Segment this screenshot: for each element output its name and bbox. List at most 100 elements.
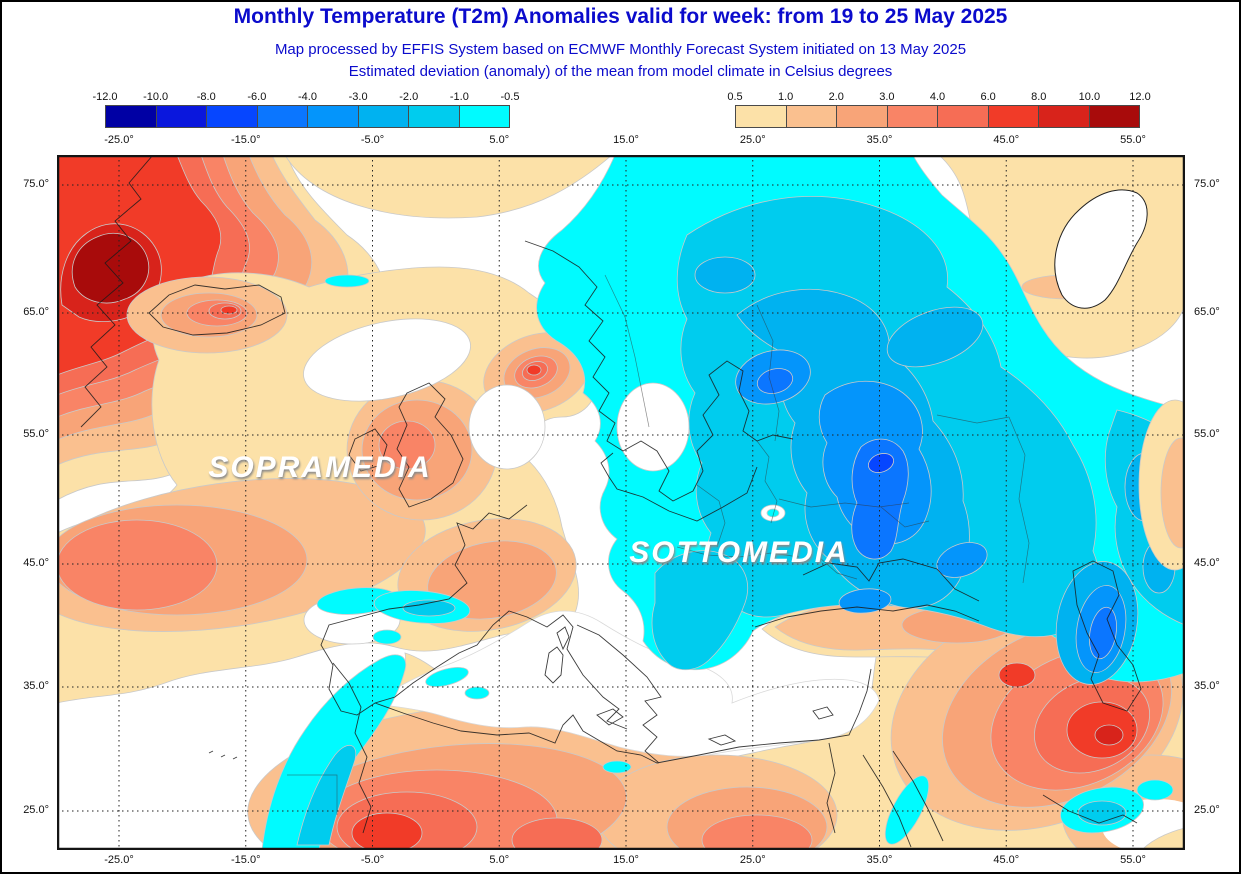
map-label-sopramedia: SOPRAMEDIA	[208, 451, 432, 484]
legend-positive-anomalies: 0.5 1.0 2.0 3.0 4.0 6.0 8.0 10.0 12.0	[727, 91, 1151, 129]
legend-color-cell	[736, 106, 787, 127]
anomaly-map: SOPRAMEDIA SOTTOMEDIA	[57, 155, 1185, 850]
cold-patches-south-shape	[1077, 800, 1127, 826]
coastlines-shape	[754, 604, 980, 628]
legend-color-cell	[156, 106, 207, 127]
coastlines-shape	[576, 624, 662, 764]
legend-color-cell	[459, 106, 509, 127]
longitude-label: 55.0°	[1120, 854, 1146, 866]
legend-tick-label: 8.0	[1031, 91, 1047, 103]
country-borders-shape	[756, 440, 778, 524]
country-borders-shape	[756, 304, 780, 442]
coastlines-shape	[80, 155, 1142, 848]
longitude-label: 35.0°	[866, 134, 893, 146]
legend-color-cell	[257, 106, 308, 127]
latitude-label: 75.0°	[23, 178, 49, 190]
legend-tick-label: 1.0	[777, 91, 794, 103]
warm-region-greenland-shape	[284, 155, 613, 219]
axis-longitude-top: -25.0° -15.0° -5.0° 5.0° 15.0° 25.0° 35.0° 45.0…	[57, 134, 1185, 148]
legend-tick-label: -2.0	[399, 91, 419, 103]
legend-tick-label: -10.0	[143, 91, 169, 103]
latitude-label: 35.0°	[1194, 680, 1220, 692]
longitude-label: -15.0°	[231, 854, 261, 866]
warm-region-africa-mideast-shape	[511, 817, 603, 850]
warm-region-africa-mideast-shape	[701, 814, 813, 850]
subtitle-source: Map processed by EFFIS System based on E…	[274, 41, 967, 58]
legend-tick-label: -12.0	[92, 91, 118, 103]
coastlines-shape	[1072, 560, 1142, 712]
legend-negative-anomalies: -12.0 -10.0 -8.0 -6.0 -4.0 -3.0 -2.0 -1.0 -0.5	[92, 91, 519, 129]
country-borders-shape	[604, 274, 650, 428]
legend-tick-row: 0.5 1.0 2.0 3.0 4.0 6.0 8.0 10.0 12.0	[727, 91, 1150, 105]
warm-region-steppe-shape	[1138, 399, 1185, 850]
mediterranean-white	[374, 610, 880, 757]
latitude-label: 45.0°	[23, 557, 49, 569]
legend-color-bar	[105, 105, 510, 128]
coastlines-shape	[320, 504, 628, 730]
warm-region-africa-mideast-shape	[351, 812, 423, 850]
country-borders-shape	[818, 556, 858, 580]
legend-color-cell	[1089, 106, 1139, 127]
coastlines-shape	[892, 750, 944, 842]
warm-region-steppe-shape	[1138, 825, 1185, 850]
longitude-label: -5.0°	[360, 134, 385, 146]
longitude-label: 15.0°	[613, 134, 639, 146]
latitude-label: 65.0°	[23, 306, 49, 318]
cold-region-east-shape	[838, 588, 892, 614]
legend-color-cell	[358, 106, 409, 127]
country-borders-shape	[676, 546, 800, 558]
longitude-label: 45.0°	[993, 134, 1020, 146]
cold-region-east-shape	[851, 438, 909, 560]
warm-region-atlantic-shape	[57, 519, 218, 611]
cold-patches-south-shape	[324, 274, 370, 288]
country-borders-shape	[287, 774, 338, 815]
country-borders-shape	[880, 506, 930, 528]
coastlines-shape	[812, 706, 834, 720]
coastlines-shape	[396, 382, 464, 508]
coastlines-shape	[707, 734, 737, 746]
anomaly-map-svg	[57, 155, 1185, 850]
cold-patches-south-shape	[884, 775, 930, 845]
cold-region-east-shape	[886, 306, 984, 368]
longitude-label: 55.0°	[1120, 134, 1146, 146]
axis-longitude-bottom: -25.0° -15.0° -5.0° 5.0° 15.0° 25.0° 35.0° 45.0…	[57, 854, 1185, 868]
warm-region-greenland-shape	[71, 233, 150, 304]
latitude-label: 25.0°	[23, 804, 49, 816]
cold-region-east-shape	[694, 256, 756, 294]
legend-tick-label: 2.0	[828, 91, 844, 103]
cold-patches-south-shape	[372, 629, 402, 645]
legend-color-cell	[837, 106, 888, 127]
latitude-label: 55.0°	[23, 428, 49, 440]
legend-tick-label: -0.5	[500, 91, 520, 103]
longitude-label: 15.0°	[613, 854, 639, 866]
page-title: Monthly Temperature (T2m) Anomalies vali…	[233, 5, 1008, 28]
legend-color-cell	[308, 106, 359, 127]
coastlines-shape	[208, 750, 238, 760]
legend-tick-label: -1.0	[449, 91, 469, 103]
legend-tick-label: 10.0	[1078, 91, 1101, 103]
map-label-sottomedia: SOTTOMEDIA	[629, 536, 849, 569]
longitude-label: -5.0°	[360, 854, 385, 866]
warm-region-steppe-shape	[1160, 437, 1185, 549]
legend-tick-label: -4.0	[298, 91, 317, 103]
warm-region-atlantic-shape	[220, 305, 238, 315]
legend-tick-label: 12.0	[1129, 91, 1151, 103]
cold-region-east-shape	[651, 550, 749, 671]
cold-patches-south-shape	[261, 274, 1174, 850]
country-borders-shape	[287, 274, 1030, 815]
north-sea-white	[468, 384, 546, 470]
cold-region-east-shape	[936, 542, 988, 578]
legend-color-cell	[207, 106, 258, 127]
sweden-white	[616, 382, 690, 472]
warm-region-africa-mideast-shape	[247, 590, 1185, 850]
coastlines-shape	[826, 742, 836, 834]
warm-region-atlantic-shape	[57, 266, 597, 704]
legend-tick-label: 6.0	[980, 91, 996, 103]
cold-patches-south-shape	[425, 667, 469, 687]
legend-color-cell	[938, 106, 989, 127]
cold-patches-south-shape	[1136, 779, 1174, 801]
latitude-label: 35.0°	[23, 680, 49, 692]
cold-region-east-shape	[756, 368, 794, 394]
legend-color-cell	[409, 106, 460, 127]
